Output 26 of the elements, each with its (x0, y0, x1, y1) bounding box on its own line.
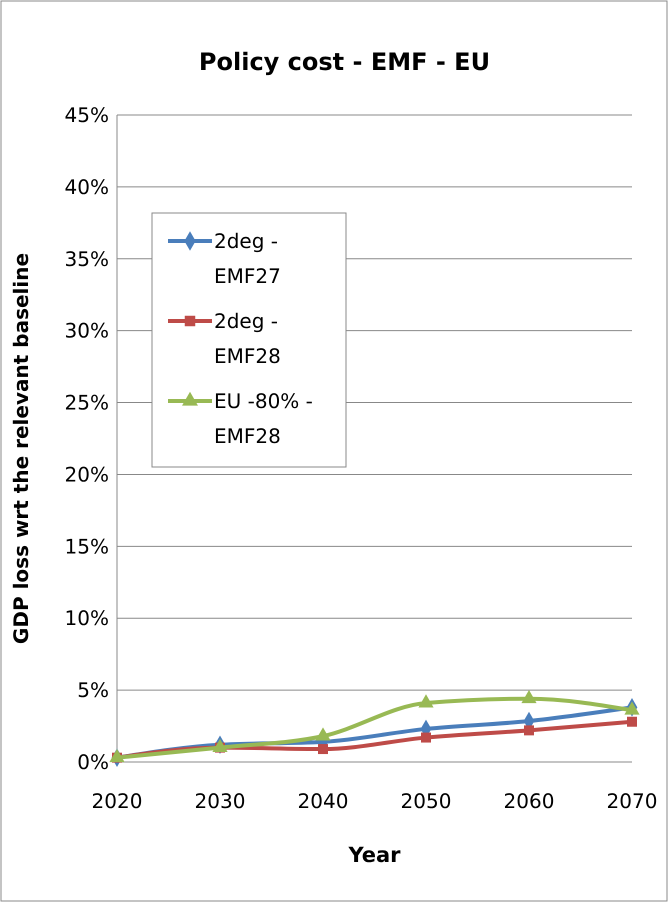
y-axis-title: GDP loss wrt the relevant baseline (9, 252, 33, 644)
y-tick-label: 35% (64, 246, 109, 271)
legend-label: 2deg - EMF27 (214, 229, 281, 288)
legend-label: 2deg - EMF28 (214, 309, 281, 368)
y-tick-label: 30% (64, 318, 109, 343)
x-tick-label: 2070 (606, 789, 658, 813)
y-tick-label: 45% (64, 103, 109, 127)
x-tick-label: 2020 (92, 789, 142, 813)
y-tick-label: 40% (64, 174, 109, 199)
x-tick-label: 2050 (400, 789, 452, 813)
legend-label: EU -80% - EMF28 (214, 389, 313, 448)
y-tick-label: 25% (64, 390, 109, 415)
chart-title: Policy cost - EMF - EU (198, 48, 490, 76)
y-tick-label: 10% (64, 606, 109, 630)
point (627, 716, 637, 727)
point (524, 725, 534, 736)
x-tick-label: 2060 (504, 789, 554, 813)
x-tick-label: 2030 (194, 789, 246, 813)
x-axis-title: Year (347, 843, 402, 867)
point (318, 744, 328, 754)
y-tick-label: 15% (64, 534, 109, 558)
y-tick-label: 20% (64, 462, 109, 486)
y-tick-label: 0% (77, 750, 109, 774)
point (421, 732, 431, 743)
x-tick-label: 2040 (298, 789, 348, 813)
y-tick-label: 5% (77, 678, 109, 702)
